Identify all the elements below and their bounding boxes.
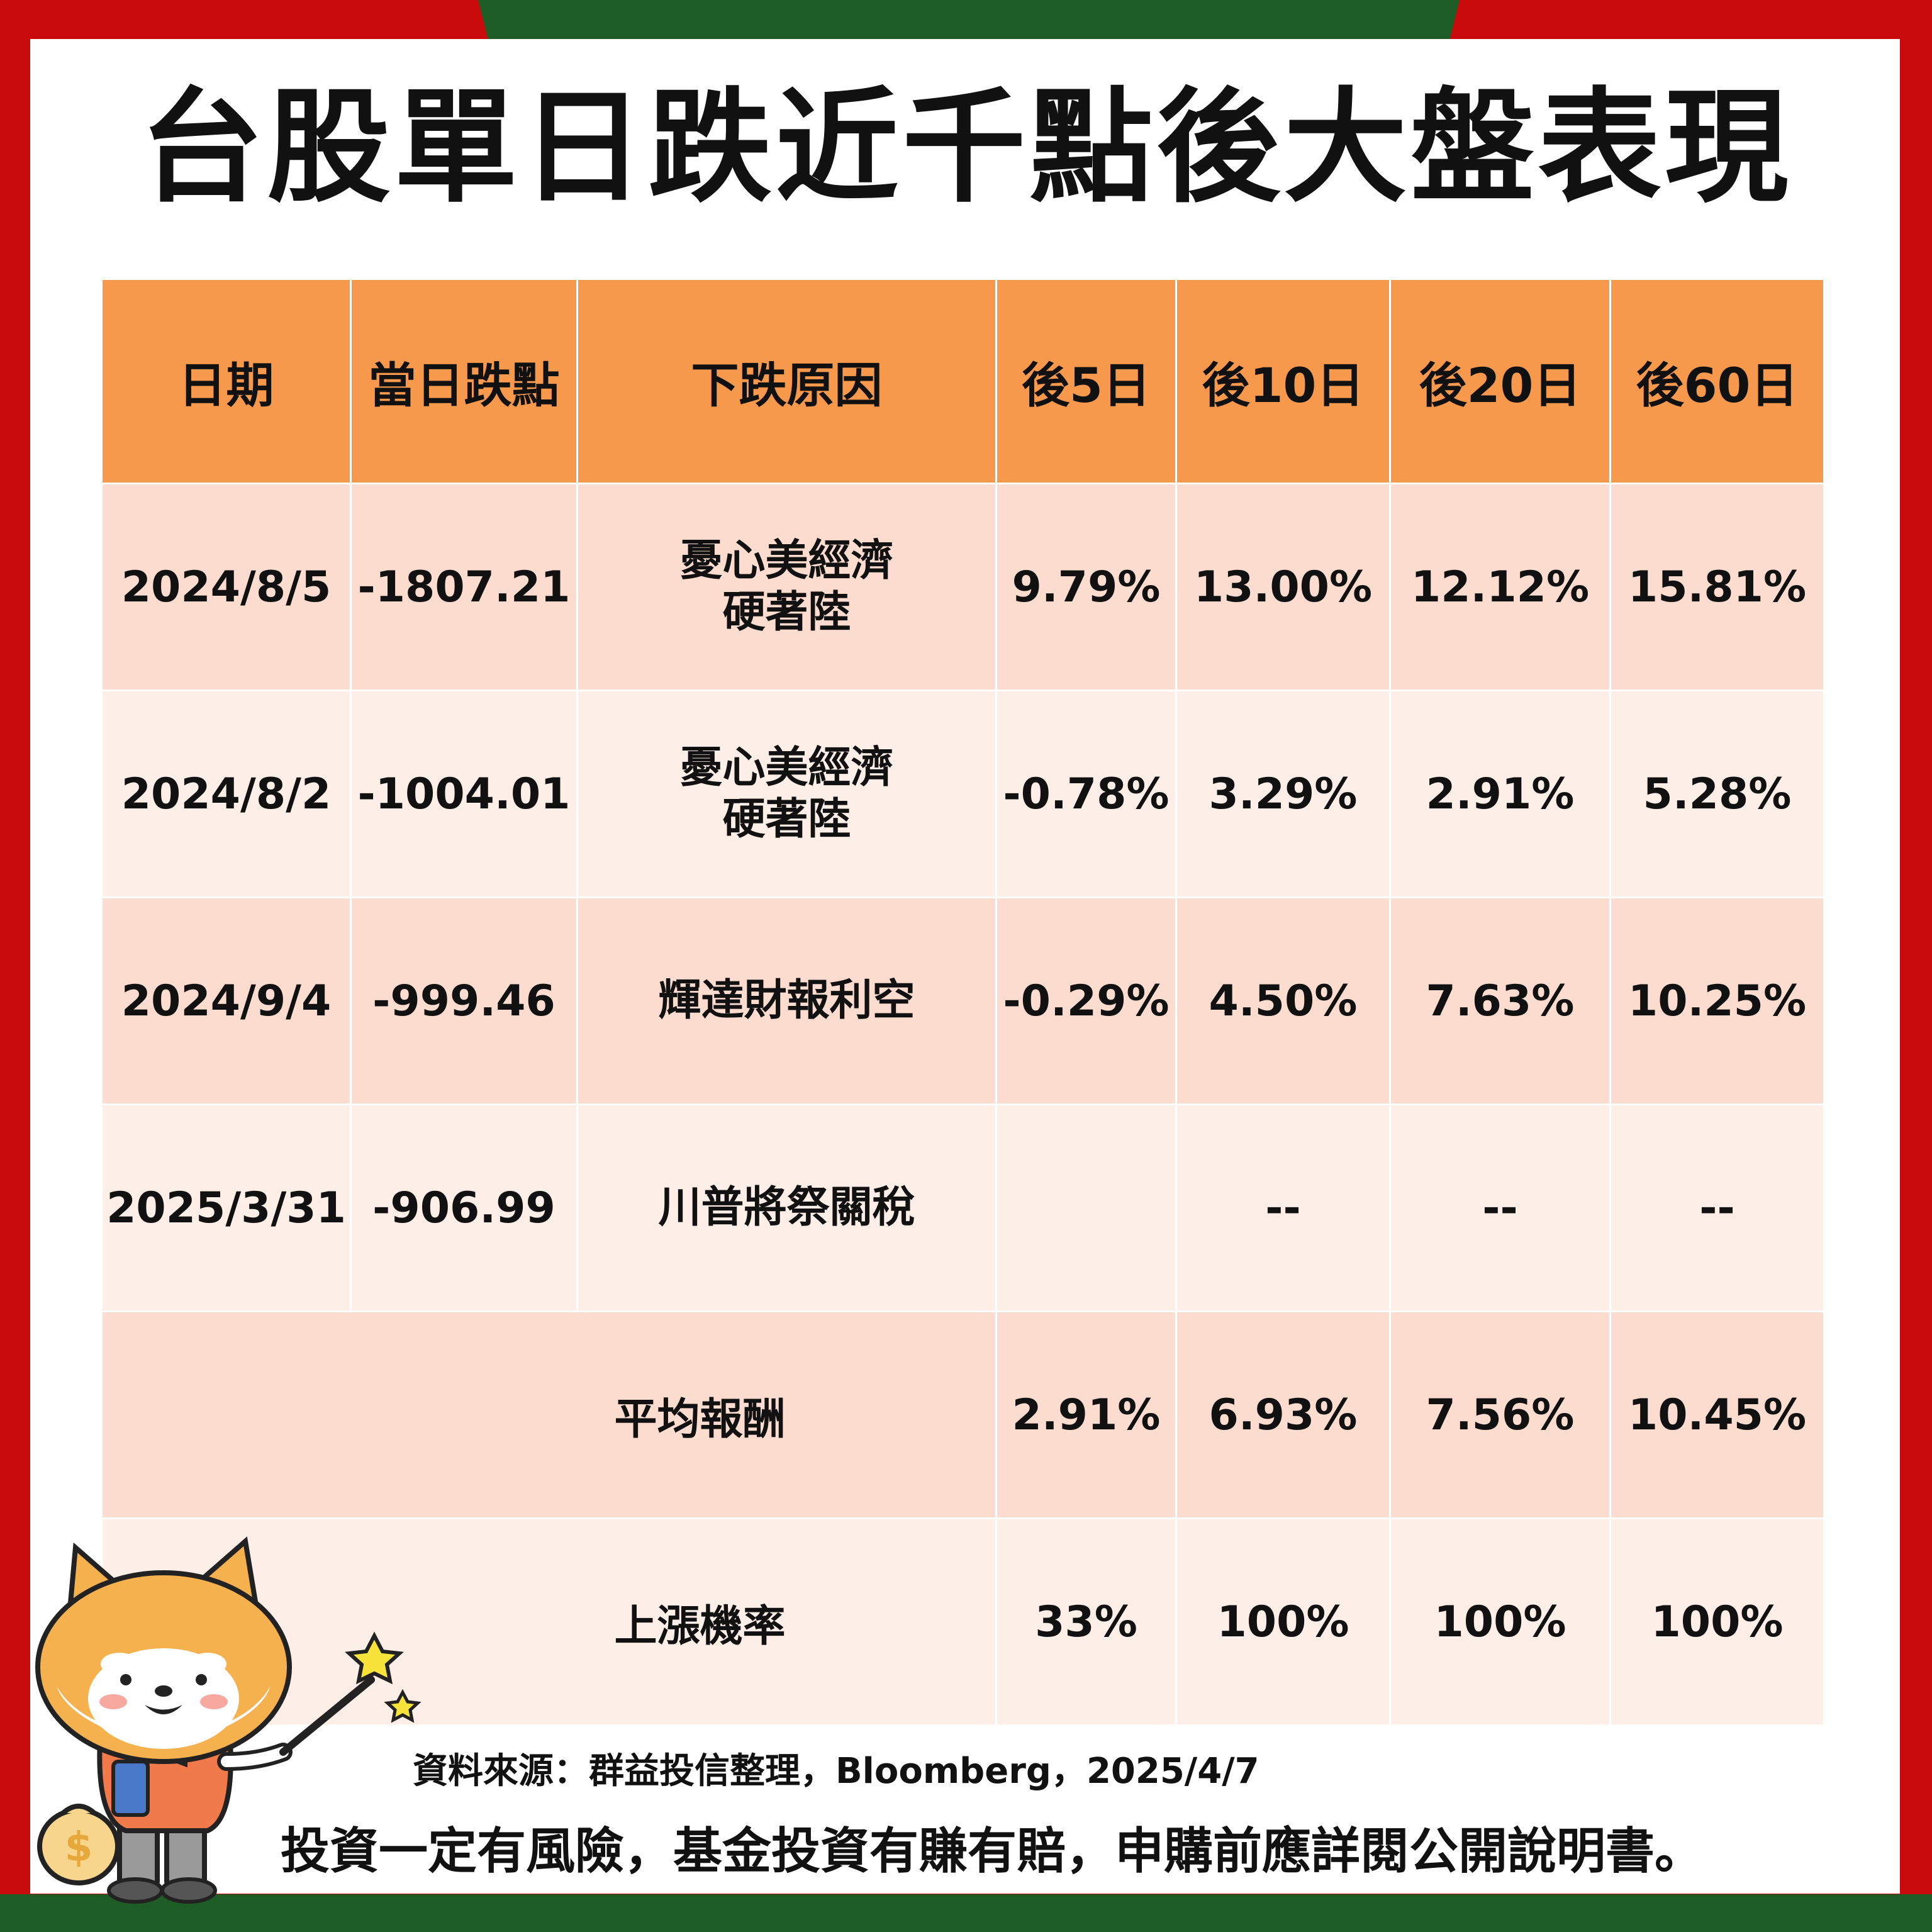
- average-return-row: 平均報酬 2.91% 6.93% 7.56% 10.45%: [101, 1310, 1825, 1519]
- page-title: 台股單日跌近千點後大盤表現: [140, 76, 1792, 220]
- cell-60d: --: [1609, 1103, 1825, 1312]
- cell-date: 2024/9/4: [101, 896, 352, 1105]
- header-60d: 後60日: [1609, 278, 1825, 484]
- header-drop: 當日跌點: [350, 278, 578, 484]
- header-5d: 後5日: [995, 278, 1177, 484]
- investment-disclaimer: 投資一定有風險，基金投資有賺有賠，申購前應詳閱公開說明書。: [281, 1823, 1704, 1880]
- cell-20d: --: [1389, 1103, 1611, 1312]
- shiba-mascot-illustration: $: [35, 1536, 422, 1904]
- svg-text:$: $: [65, 1824, 93, 1871]
- frame-bottom-accent: [0, 1894, 1932, 1932]
- header-20d: 後20日: [1389, 278, 1611, 484]
- cell-reason: 川普將祭關稅: [576, 1103, 997, 1312]
- table-header-row: 日期 當日跌點 下跌原因 後5日 後10日 後20日 後60日: [101, 278, 1825, 484]
- cell-date: 2025/3/31: [101, 1103, 352, 1312]
- cell-20d: 7.63%: [1389, 896, 1611, 1105]
- cell-reason: 憂心美經濟 硬著陸: [576, 483, 997, 691]
- cell-5d: -0.78%: [995, 690, 1177, 898]
- header-reason: 下跌原因: [576, 278, 997, 484]
- cell-60d: 10.45%: [1609, 1310, 1825, 1519]
- market-performance-table: 日期 當日跌點 下跌原因 後5日 後10日 後20日 後60日 2024/8/5…: [101, 278, 1825, 1726]
- money-bag-icon: $: [37, 1804, 120, 1885]
- cell-drop: -1004.01: [350, 690, 578, 898]
- cell-date: 2024/8/2: [101, 690, 352, 898]
- cell-20d: 12.12%: [1389, 483, 1611, 691]
- cell-reason: 憂心美經濟 硬著陸: [576, 690, 997, 898]
- reason-line: 憂心美經濟: [679, 743, 894, 793]
- cell-10d: 4.50%: [1175, 896, 1391, 1105]
- cell-drop: -1807.21: [350, 483, 578, 691]
- header-10d: 後10日: [1175, 278, 1391, 484]
- cell-60d: 10.25%: [1609, 896, 1825, 1105]
- table-row: 2024/9/4 -999.46 輝達財報利空 -0.29% 4.50% 7.6…: [101, 896, 1825, 1105]
- cell-10d: 13.00%: [1175, 483, 1391, 691]
- cell-20d: 7.56%: [1389, 1310, 1611, 1519]
- cell-5d: [995, 1103, 1177, 1312]
- cell-20d: 2.91%: [1389, 690, 1611, 898]
- cell-60d: 5.28%: [1609, 690, 1825, 898]
- header-date: 日期: [101, 278, 352, 484]
- cell-60d: 15.81%: [1609, 483, 1825, 691]
- cell-5d: 9.79%: [995, 483, 1177, 691]
- frame-top-accent: [478, 0, 1460, 39]
- cell-20d: 100%: [1389, 1517, 1611, 1726]
- table-row: 2024/8/2 -1004.01 憂心美經濟 硬著陸 -0.78% 3.29%…: [101, 690, 1825, 898]
- reason-line: 硬著陸: [722, 588, 851, 637]
- table-row: 2024/8/5 -1807.21 憂心美經濟 硬著陸 9.79% 13.00%…: [101, 483, 1825, 691]
- cell-10d: 100%: [1175, 1517, 1391, 1726]
- cell-10d: --: [1175, 1103, 1391, 1312]
- cell-10d: 3.29%: [1175, 690, 1391, 898]
- cell-drop: -906.99: [350, 1103, 578, 1312]
- table-row: 2025/3/31 -906.99 川普將祭關稅 -- -- --: [101, 1103, 1825, 1312]
- reason-line: 硬著陸: [722, 795, 851, 844]
- cell-5d: -0.29%: [995, 896, 1177, 1105]
- cell-date: 2024/8/5: [101, 483, 352, 691]
- reason-line: 憂心美經濟: [679, 536, 894, 586]
- average-return-label: 平均報酬: [101, 1310, 997, 1519]
- cell-5d: 33%: [995, 1517, 1177, 1726]
- data-source-note: 資料來源：群益投信整理，Bloomberg，2025/4/7: [413, 1751, 1259, 1792]
- cell-drop: -999.46: [350, 896, 578, 1105]
- cell-10d: 6.93%: [1175, 1310, 1391, 1519]
- cell-reason: 輝達財報利空: [576, 896, 997, 1105]
- cell-5d: 2.91%: [995, 1310, 1177, 1519]
- cell-60d: 100%: [1609, 1517, 1825, 1726]
